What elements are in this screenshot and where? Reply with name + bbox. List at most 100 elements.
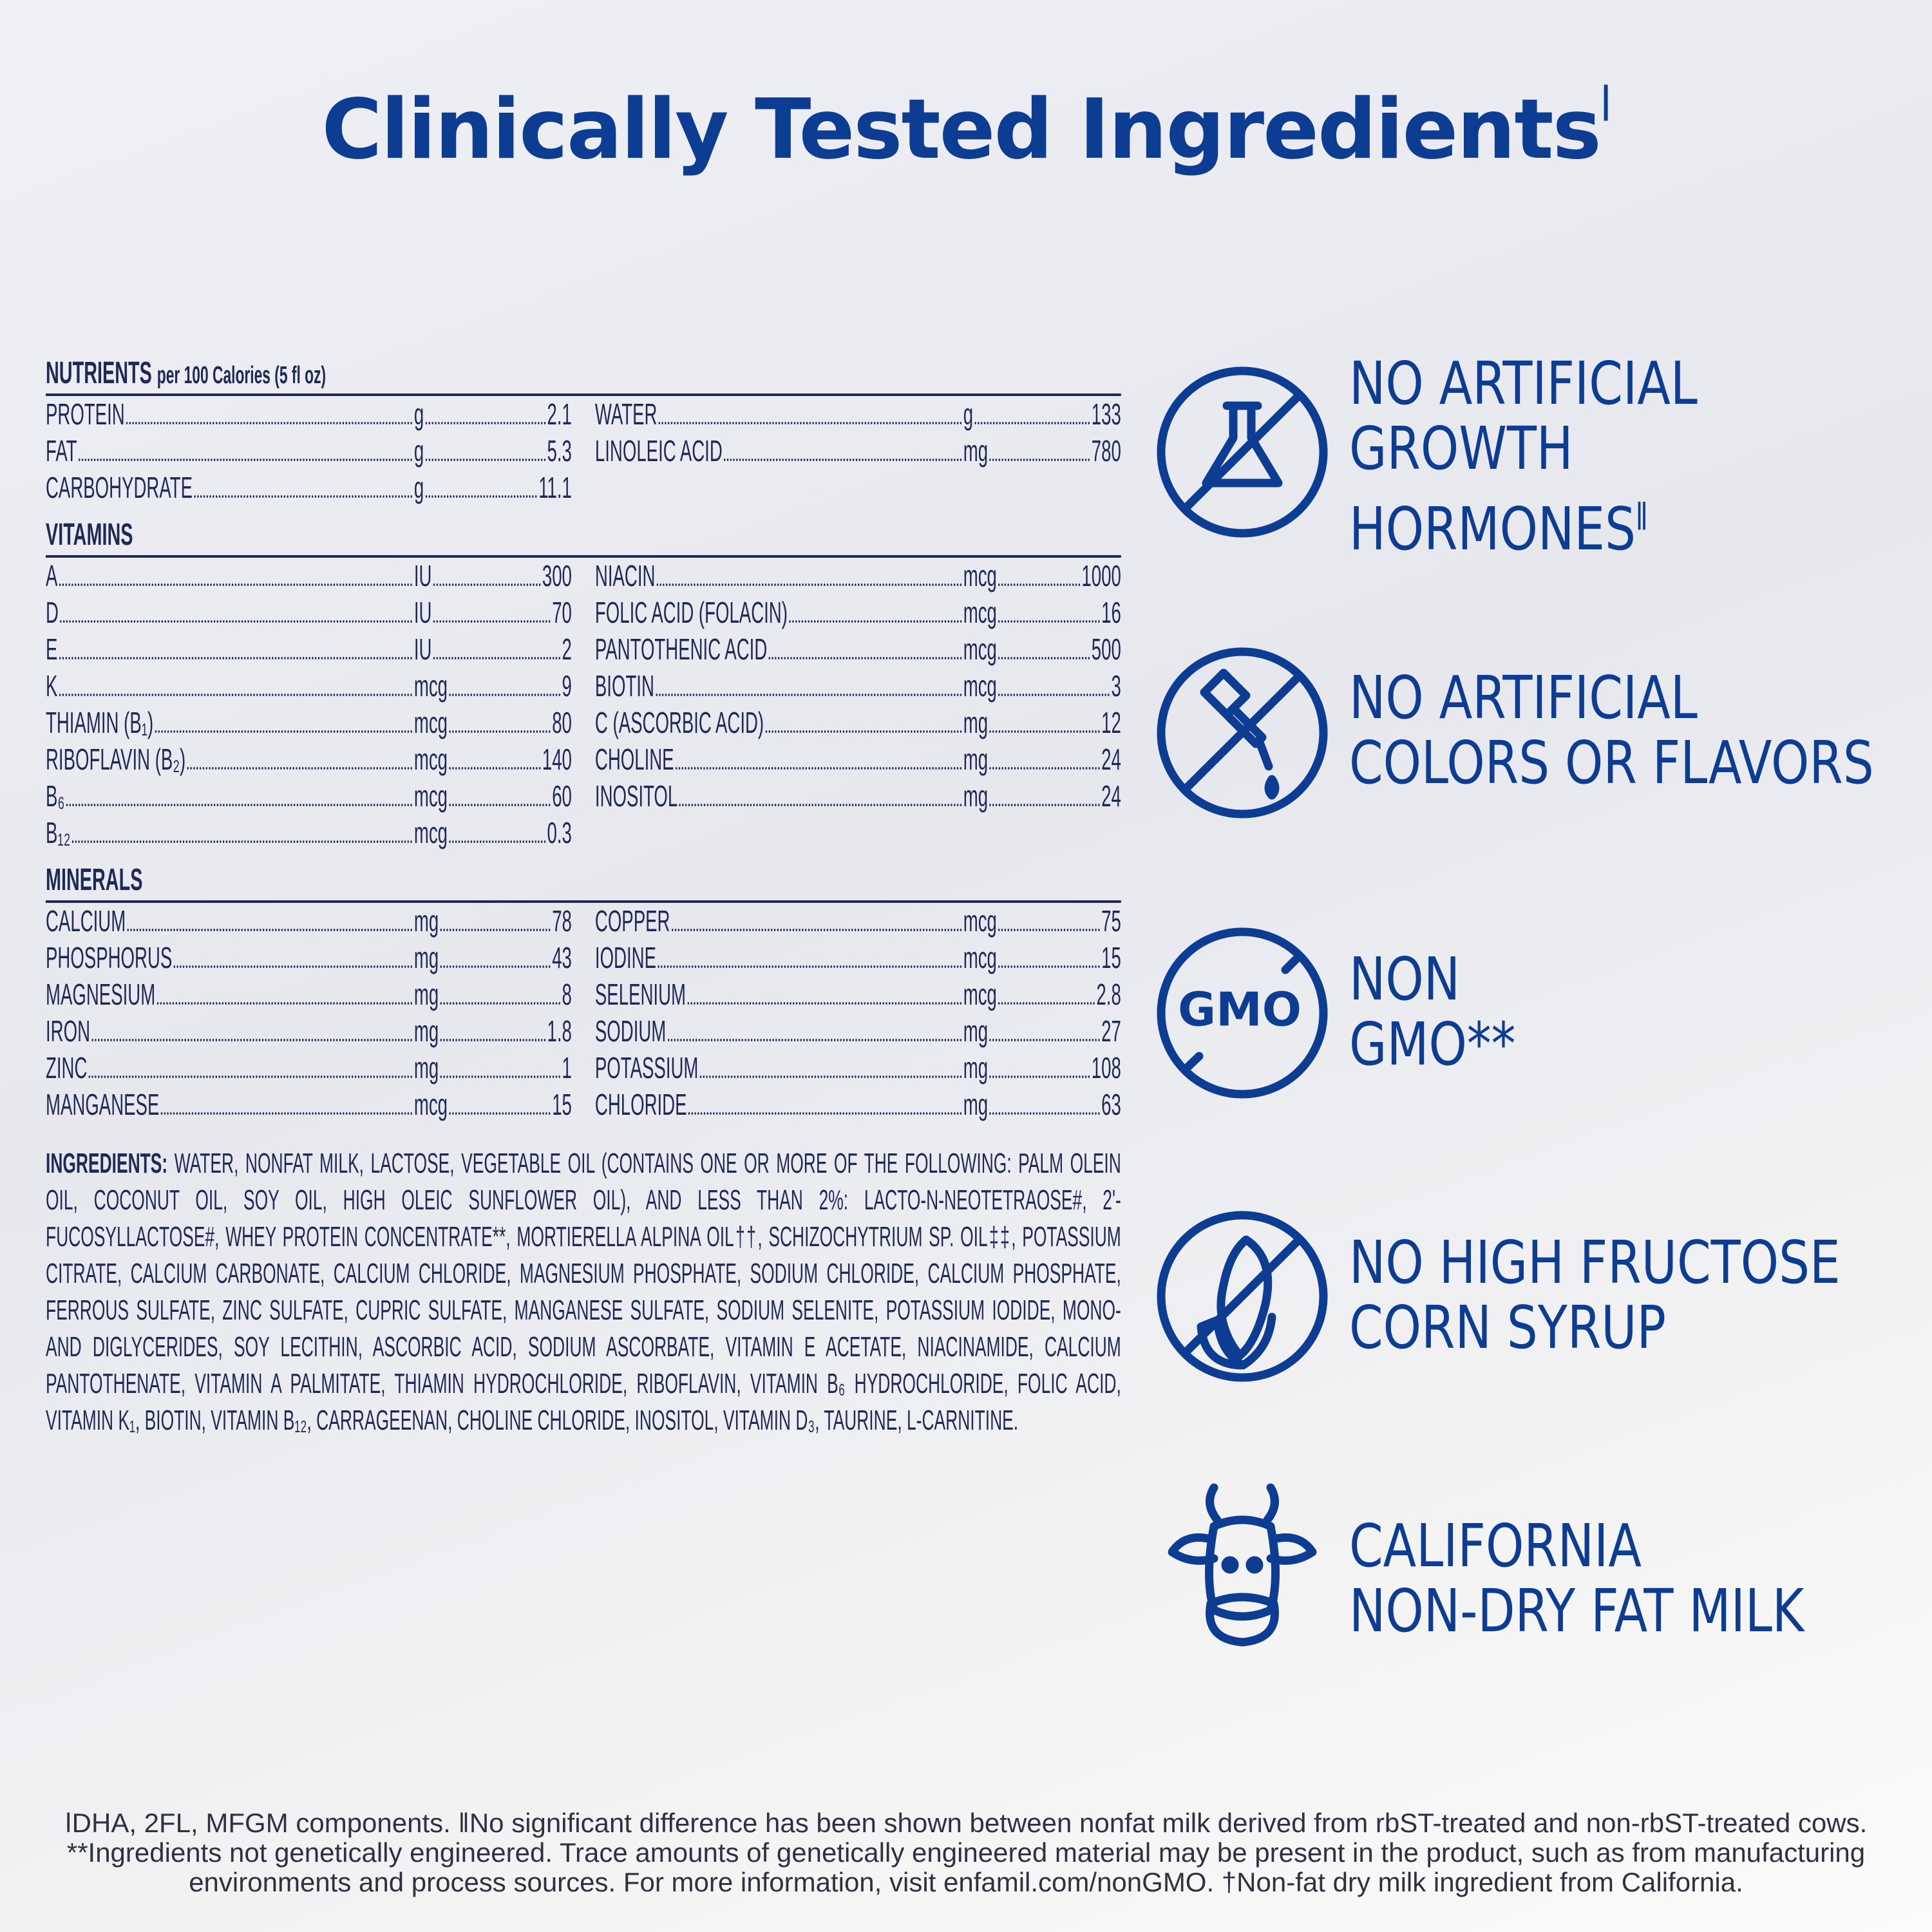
name-cell: PROTEIN xyxy=(46,396,414,433)
amount-cell: mg 24 xyxy=(963,741,1121,778)
unit: mg xyxy=(963,1014,989,1048)
amount-cell: IU 70 xyxy=(414,594,572,631)
amount-cell: mcg 9 xyxy=(414,668,572,705)
unit: mcg xyxy=(413,669,448,703)
leader xyxy=(675,767,962,770)
unit: mcg xyxy=(963,559,997,592)
unit: mcg xyxy=(963,978,997,1011)
name-cell: THIAMIN (B₁) xyxy=(46,705,414,741)
title-mark: ǀ xyxy=(1600,77,1612,122)
claim: CALIFORNIA NON-DRY FAT MILK xyxy=(1349,1513,1804,1643)
leader xyxy=(425,422,546,424)
leader xyxy=(440,1039,546,1041)
nutrient-name: CHOLINE xyxy=(594,743,674,776)
nutrient-name: THIAMIN (B₁) xyxy=(46,706,154,739)
leader xyxy=(789,620,962,623)
name-cell: IRON xyxy=(46,1013,414,1050)
name-cell: WATER xyxy=(595,396,963,433)
nutrient-row: PROTEIN g 2.1 xyxy=(46,396,572,433)
leader xyxy=(449,694,561,696)
leader xyxy=(59,583,413,586)
nutrient-row: BIOTIN mcg 3 xyxy=(595,668,1121,705)
amount-cell: mcg 60 xyxy=(414,778,572,815)
leader xyxy=(78,459,413,461)
leader xyxy=(765,730,962,733)
amount: 140 xyxy=(542,743,572,776)
leader xyxy=(440,1075,561,1078)
leader xyxy=(440,929,551,931)
name-cell: NIACIN xyxy=(595,558,963,594)
unit: mg xyxy=(413,1051,439,1084)
amount: 78 xyxy=(552,904,572,938)
nutrient-row: LINOLEIC ACID mg 780 xyxy=(595,433,1121,469)
nutrient-name: CALCIUM xyxy=(46,904,126,938)
name-cell: INOSITOL xyxy=(595,778,963,815)
nutrient-name: SODIUM xyxy=(594,1014,667,1048)
name-cell: A xyxy=(46,558,414,594)
nutrient-name: FAT xyxy=(46,434,77,468)
leader xyxy=(658,965,962,968)
nutrient-row: INOSITOL mg 24 xyxy=(595,778,1121,815)
name-cell: C (ASCORBIC ACID) xyxy=(595,705,963,741)
name-cell: BIOTIN xyxy=(595,668,963,705)
amount-cell: mg 780 xyxy=(963,433,1121,469)
unit: g xyxy=(413,471,424,504)
unit: mg xyxy=(413,1014,439,1048)
amount-cell: mg 43 xyxy=(414,940,572,976)
nutrient-name: A xyxy=(46,559,58,592)
nutrient-row: SELENIUM mcg 2.8 xyxy=(595,976,1121,1013)
nutrient-row: THIAMIN (B₁) mcg 80 xyxy=(46,705,572,741)
nutrient-row: POTASSIUM mg 108 xyxy=(595,1050,1121,1086)
amount: 0.3 xyxy=(547,816,572,849)
claim: NON GMO** xyxy=(1349,947,1515,1077)
name-cell: RIBOFLAVIN (B₂) xyxy=(46,741,414,778)
unit: mcg xyxy=(413,816,448,849)
unit: mcg xyxy=(413,1088,448,1121)
leader xyxy=(989,1075,1090,1078)
unit: mg xyxy=(963,743,989,776)
leader xyxy=(71,840,413,843)
leader xyxy=(688,1112,962,1115)
ingredients-label: INGREDIENTS: xyxy=(46,1148,168,1179)
unit: g xyxy=(413,434,424,468)
leader xyxy=(667,1039,962,1041)
claim-line: NO ARTIFICIAL xyxy=(1349,665,1874,730)
nutrient-row: WATER g 133 xyxy=(595,396,1121,433)
amount-cell: g 11.1 xyxy=(414,469,572,506)
amount: 1.8 xyxy=(547,1014,572,1048)
leader xyxy=(155,730,413,733)
leader xyxy=(989,804,1100,806)
icon-gmo: GMO xyxy=(1157,927,1328,1099)
nutrient-row: FOLIC ACID (FOLACIN) mcg 16 xyxy=(595,594,1121,631)
leader xyxy=(433,583,541,586)
amount-cell: mg 12 xyxy=(963,705,1121,741)
leader xyxy=(127,929,413,931)
icon-hormones xyxy=(1157,366,1328,538)
claim-text: CORN SYRUP xyxy=(1349,1293,1666,1362)
amount: 8 xyxy=(562,978,572,1011)
name-cell: SODIUM xyxy=(595,1013,963,1050)
amount: 9 xyxy=(562,669,572,703)
amount: 12 xyxy=(1101,706,1121,739)
leader xyxy=(687,1002,962,1005)
amount-cell: mcg 15 xyxy=(963,940,1121,976)
claim-text: GMO** xyxy=(1349,1010,1516,1079)
nutrient-row: B₆ mcg 60 xyxy=(46,778,572,815)
unit: IU xyxy=(413,596,432,629)
title-text: Clinically Tested Ingredients xyxy=(321,82,1601,178)
claim-text: GROWTH xyxy=(1349,414,1573,483)
claim-text: NON-DRY FAT MILK xyxy=(1349,1577,1804,1645)
amount-cell: mg 24 xyxy=(963,778,1121,815)
amount-cell: IU 300 xyxy=(414,558,572,594)
nutrient-name: NIACIN xyxy=(594,559,656,592)
claim-line: GMO** xyxy=(1349,1012,1515,1077)
claim-line: COLORS OR FLAVORS xyxy=(1349,730,1874,795)
amount: 11.1 xyxy=(538,471,572,504)
unit: IU xyxy=(413,632,432,666)
section-title: VITAMINS xyxy=(46,518,133,552)
name-cell: SELENIUM xyxy=(595,976,963,1013)
nutrient-row: CHOLINE mg 24 xyxy=(595,741,1121,778)
leader xyxy=(66,804,413,806)
